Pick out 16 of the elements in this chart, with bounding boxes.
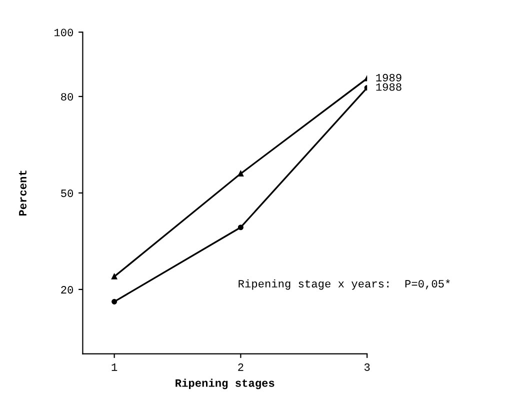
y-axis-title: Percent xyxy=(18,170,26,216)
series-label: 1989 xyxy=(376,74,402,82)
x-tick-label: 3 xyxy=(364,363,370,371)
point xyxy=(238,170,244,176)
y-tick-label: 50 xyxy=(61,190,74,198)
x-tick-label: 1 xyxy=(112,364,118,371)
y-tick-label: 80 xyxy=(61,93,74,101)
annotation: Ripening stage x years: P=0,05* xyxy=(238,279,450,290)
y-tick-label: 100 xyxy=(54,28,74,36)
point xyxy=(112,274,118,280)
point xyxy=(238,224,244,230)
series-label: 1988 xyxy=(376,83,402,91)
x-tick-label: 2 xyxy=(238,363,244,371)
x-axis-title: Ripening stages xyxy=(176,378,274,390)
point xyxy=(112,298,118,304)
y-tick-label: 20 xyxy=(61,286,74,294)
